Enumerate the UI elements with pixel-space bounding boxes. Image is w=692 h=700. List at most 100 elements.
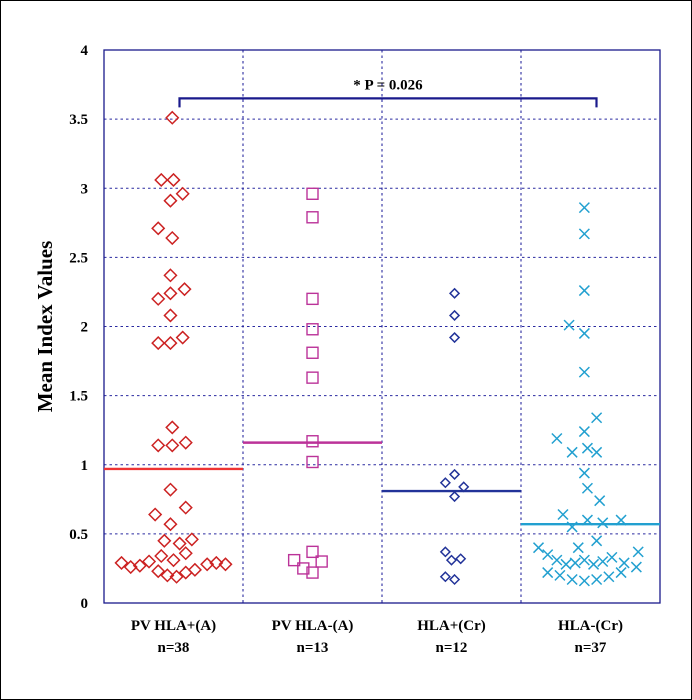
data-point <box>177 282 192 297</box>
data-point <box>178 500 193 515</box>
data-point <box>141 554 157 569</box>
data-point <box>166 172 181 188</box>
plot-area <box>103 49 661 604</box>
data-point <box>157 533 172 548</box>
data-point <box>551 432 563 445</box>
data-point <box>306 435 319 448</box>
data-point <box>178 546 193 561</box>
data-point <box>306 211 319 224</box>
data-point <box>554 569 566 581</box>
data-point <box>306 545 319 559</box>
data-point <box>178 435 193 450</box>
data-point <box>448 287 461 299</box>
data-point <box>175 186 190 201</box>
data-point <box>151 564 166 579</box>
grid-lines <box>104 50 660 603</box>
data-point <box>151 291 166 306</box>
data-point <box>165 230 180 246</box>
category-count: n=13 <box>297 640 329 656</box>
data-point <box>151 438 166 453</box>
data-point <box>148 507 163 522</box>
mean-lines <box>104 441 660 526</box>
data-point <box>578 202 590 214</box>
data-point <box>448 490 461 503</box>
data-point <box>591 535 603 547</box>
y-tick-label: 0 <box>81 596 89 612</box>
data-point <box>578 575 590 587</box>
data-point <box>603 571 615 583</box>
data-point <box>615 514 627 526</box>
bracket-line <box>178 97 598 108</box>
data-point <box>306 346 319 359</box>
data-point <box>175 330 190 345</box>
data-point <box>551 554 563 566</box>
data-point <box>297 562 310 575</box>
data-point <box>578 285 590 297</box>
data-point <box>439 546 451 558</box>
data-point <box>566 446 578 458</box>
data-point <box>184 532 199 547</box>
y-tick-label: 3.5 <box>69 112 88 128</box>
data-point <box>591 573 603 586</box>
data-point <box>151 336 166 351</box>
data-point <box>578 228 590 240</box>
data-point <box>439 477 451 489</box>
data-point <box>154 172 169 188</box>
data-point <box>315 555 328 568</box>
data-point <box>163 517 178 532</box>
data-point <box>218 557 233 572</box>
data-point <box>209 555 224 570</box>
data-point <box>578 426 590 438</box>
p-value-label: * P = 0.026 <box>353 77 423 93</box>
y-tick-label: 1.5 <box>69 389 88 405</box>
data-point <box>597 555 609 568</box>
data-point <box>306 292 319 306</box>
data-point <box>581 514 593 526</box>
data-point <box>154 548 169 564</box>
data-point <box>306 566 319 579</box>
y-axis-label: Mean Index Values <box>33 241 57 413</box>
category-count: n=37 <box>575 640 607 656</box>
data-point <box>306 323 319 336</box>
data-point <box>166 553 181 568</box>
data-point <box>532 542 545 554</box>
data-point <box>606 551 618 563</box>
data-point <box>591 412 603 424</box>
data-point <box>566 573 578 586</box>
data-point <box>448 309 461 322</box>
y-tick-label: 4 <box>81 43 89 59</box>
y-tick-label: 2 <box>81 320 89 336</box>
data-point <box>163 286 178 301</box>
data-point <box>563 319 575 331</box>
data-point <box>578 327 590 339</box>
data-point <box>578 366 590 378</box>
data-point <box>448 573 461 586</box>
data-point <box>165 110 180 125</box>
data-point <box>163 482 178 497</box>
data-point <box>455 553 467 565</box>
data-point <box>163 336 178 351</box>
data-point <box>581 442 593 454</box>
category-label: PV HLA-(A) <box>272 618 354 634</box>
data-point <box>630 561 642 573</box>
data-point <box>187 562 202 577</box>
data-points <box>114 110 644 587</box>
data-point <box>160 568 175 583</box>
y-tick-label: 0.5 <box>69 527 88 543</box>
data-point <box>458 481 470 493</box>
data-point <box>114 555 129 570</box>
data-point <box>588 558 600 570</box>
data-point <box>557 508 569 521</box>
data-point <box>448 468 461 480</box>
significance-bracket: * P = 0.026 <box>178 77 598 108</box>
data-point <box>287 553 301 567</box>
data-point <box>569 557 581 569</box>
y-tick-label: 2.5 <box>69 250 88 266</box>
data-point <box>591 446 603 458</box>
data-point <box>615 567 627 579</box>
data-point <box>632 546 644 558</box>
y-tick-label: 1 <box>81 458 89 474</box>
data-point <box>163 308 178 323</box>
data-point <box>618 557 630 569</box>
